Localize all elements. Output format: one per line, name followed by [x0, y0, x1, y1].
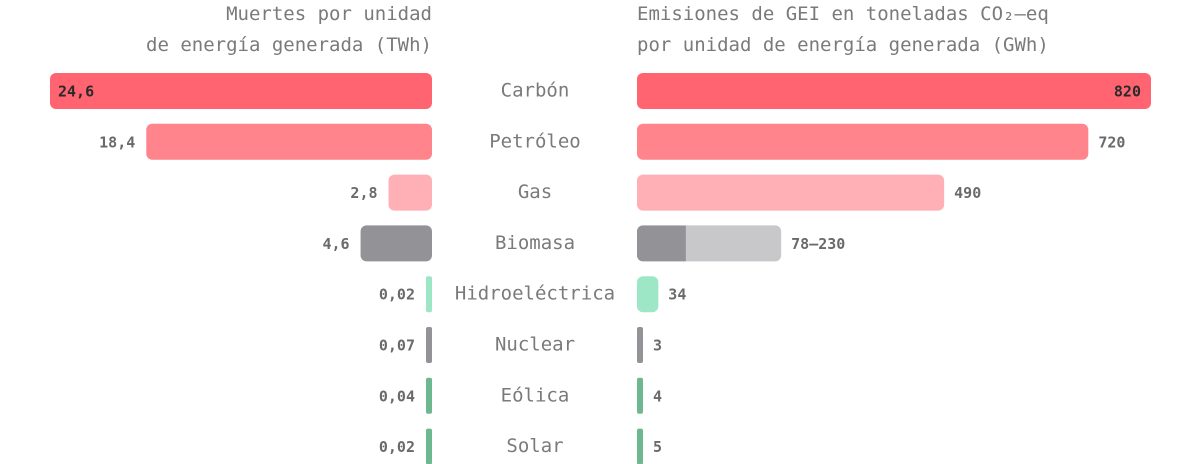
category-label: Nuclear [495, 334, 575, 356]
value-label: 2,8 [350, 184, 377, 202]
value-label: 24,6 [58, 83, 94, 101]
value-label: 34 [668, 286, 686, 304]
value-label: 0,04 [379, 387, 415, 405]
bar [637, 174, 945, 211]
value-label: 78–230 [791, 235, 845, 253]
bar [637, 428, 643, 464]
bar [426, 428, 432, 464]
value-label: 720 [1098, 133, 1125, 151]
value-label: 18,4 [99, 133, 135, 151]
value-label: 4 [653, 387, 662, 405]
category-label: Biomasa [495, 232, 575, 254]
value-label: 490 [954, 184, 981, 202]
bar [360, 225, 432, 262]
category-label: Hidroeléctrica [455, 283, 615, 305]
series-title: Emisiones de GEI en toneladas CO₂–eq por … [637, 3, 1049, 56]
bar [50, 73, 432, 109]
bar [388, 174, 432, 211]
category-label: Gas [518, 181, 552, 203]
value-label: 3 [653, 337, 662, 355]
bar [146, 123, 432, 160]
bar [637, 327, 643, 363]
bar [637, 377, 643, 414]
value-label: 0,02 [379, 438, 415, 456]
value-label: 4,6 [322, 235, 349, 253]
bar [426, 377, 432, 414]
bar [426, 276, 432, 313]
category-label: Petróleo [489, 130, 581, 152]
category-label: Eólica [501, 384, 570, 406]
value-label: 0,02 [379, 286, 415, 304]
value-label: 820 [1114, 83, 1141, 101]
bar [637, 225, 686, 261]
bar [637, 123, 1089, 160]
bar [426, 327, 432, 363]
value-label: 0,07 [379, 337, 415, 355]
series-title: Muertes por unidad de energía generada (T… [146, 3, 432, 56]
bar [637, 276, 659, 313]
bar [637, 73, 1151, 109]
value-label: 5 [653, 438, 662, 456]
category-label: Solar [506, 435, 563, 457]
category-label: Carbón [501, 80, 570, 102]
